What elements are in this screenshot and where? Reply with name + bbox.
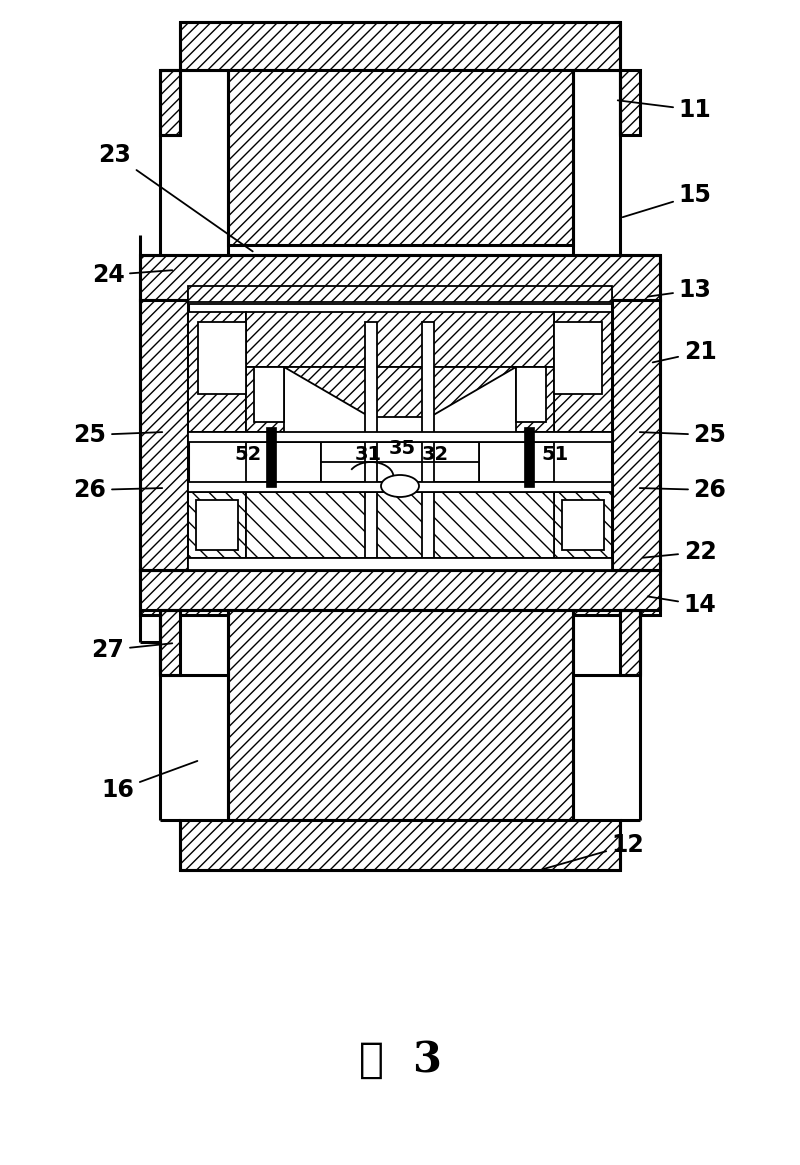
Bar [246, 312, 554, 367]
Text: 25: 25 [74, 423, 162, 447]
Text: 24: 24 [92, 263, 172, 287]
Bar [554, 322, 602, 394]
Text: 32: 32 [422, 445, 449, 465]
Bar [524, 428, 534, 487]
Bar [246, 367, 284, 432]
Text: 13: 13 [648, 278, 711, 302]
Bar [140, 570, 660, 615]
Text: 52: 52 [234, 445, 262, 465]
Text: 15: 15 [622, 183, 711, 217]
Bar [365, 492, 377, 558]
Bar [516, 367, 554, 432]
Bar [422, 492, 434, 558]
Bar [246, 492, 554, 558]
Bar [554, 492, 612, 558]
Bar [620, 610, 640, 675]
Bar [196, 500, 238, 550]
Bar [188, 312, 246, 432]
Bar [198, 322, 246, 394]
Bar [188, 292, 612, 304]
Bar [620, 70, 640, 135]
Bar [266, 428, 276, 487]
Text: 12: 12 [542, 833, 644, 869]
Bar [246, 442, 321, 482]
Bar [422, 322, 434, 492]
Text: 25: 25 [640, 423, 726, 447]
Bar [188, 285, 612, 302]
Bar [562, 500, 604, 550]
Text: 23: 23 [98, 143, 253, 252]
Text: 35: 35 [389, 439, 415, 459]
Text: 11: 11 [618, 98, 711, 122]
Text: 26: 26 [640, 478, 726, 502]
Bar [160, 610, 180, 675]
Text: 51: 51 [542, 445, 569, 465]
Bar [254, 367, 284, 422]
Bar [188, 482, 612, 492]
Bar [228, 70, 573, 245]
Text: 14: 14 [648, 593, 716, 617]
Bar [188, 432, 612, 442]
Bar [180, 22, 620, 70]
Text: 26: 26 [74, 478, 162, 502]
Text: 31: 31 [354, 445, 382, 465]
Text: 图  3: 图 3 [358, 1039, 442, 1081]
Bar [554, 312, 612, 432]
Bar [228, 610, 573, 820]
Bar [612, 301, 660, 570]
Text: 27: 27 [91, 638, 172, 662]
Bar [188, 558, 612, 570]
Text: 16: 16 [102, 761, 198, 802]
Bar [140, 301, 188, 570]
Text: 22: 22 [642, 541, 716, 564]
Bar [188, 492, 612, 558]
Bar [516, 367, 546, 422]
Text: 21: 21 [653, 340, 716, 363]
Bar [188, 492, 246, 558]
Bar [365, 322, 377, 492]
Polygon shape [284, 367, 516, 417]
Bar [321, 442, 479, 482]
Bar [180, 820, 620, 870]
Bar [140, 255, 660, 301]
Bar [479, 442, 554, 482]
Bar [160, 70, 180, 135]
Ellipse shape [381, 475, 419, 497]
